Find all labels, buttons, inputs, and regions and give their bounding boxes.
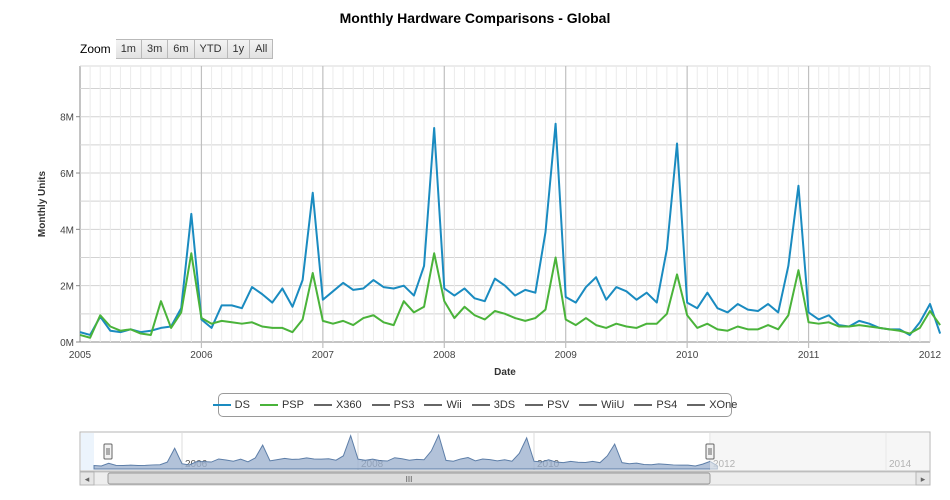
legend-item-wiiu[interactable]: WiiU: [579, 399, 624, 411]
zoom-6m-button[interactable]: 6m: [168, 39, 195, 59]
legend-item-x360[interactable]: X360: [313, 399, 362, 411]
series-line-ds: [79, 122, 942, 336]
legend-label: PSV: [547, 399, 570, 411]
y-tick-label: 2M: [60, 282, 74, 293]
legend-label: XOne: [709, 399, 738, 411]
legend-label: PS4: [656, 399, 678, 411]
legend-label: 3DS: [493, 399, 516, 411]
navigator-left-handle: [103, 443, 113, 460]
legend-label: WiiU: [601, 399, 625, 411]
navigator-mask-left: [81, 433, 94, 470]
chart-title: Monthly Hardware Comparisons - Global: [339, 10, 611, 26]
navigator-tick-label: 2008: [361, 459, 384, 470]
legend-item-psp[interactable]: PSP: [259, 399, 304, 411]
x-tick-label: 2011: [798, 350, 820, 361]
navigator-tick-label: 2010: [537, 459, 560, 470]
x-tick-label: 2008: [433, 350, 456, 361]
x-tick-label: 2006: [190, 350, 213, 361]
legend-swatch: [259, 404, 278, 406]
zoom-1y-button[interactable]: 1y: [227, 39, 251, 59]
legend-swatch: [371, 404, 390, 406]
y-tick-label: 4M: [60, 225, 74, 236]
navigator-area: [93, 433, 718, 470]
line-chart: 0M 2M 4M 6M 8M 2005 2006 2007 2008 2009 2010 2011 20…: [37, 65, 942, 378]
x-tick-label: 2012: [919, 350, 942, 361]
legend-label: DS: [234, 399, 250, 411]
x-tick-label: 2010: [676, 350, 699, 361]
x-tick-label: 2007: [312, 350, 335, 361]
zoom-label: Zoom: [80, 42, 111, 56]
scrollbar-right-arrow-icon: ▸: [921, 474, 926, 484]
legend-swatch: [313, 404, 332, 406]
x-tick-label: 2005: [69, 350, 92, 361]
navigator-tick-label: 2006: [185, 459, 208, 470]
legend-item-3ds[interactable]: 3DS: [471, 399, 516, 411]
scrollbar-track: [79, 471, 931, 486]
zoom-1m-button[interactable]: 1m: [115, 39, 142, 59]
zoom-3m-button[interactable]: 3m: [141, 39, 169, 59]
scrollbar-grip: III: [406, 475, 413, 484]
legend-swatch: [424, 404, 443, 406]
scrollbar-right-button: [915, 471, 931, 486]
x-axis-title: Date: [494, 367, 516, 378]
legend-item-psv[interactable]: PSV: [525, 399, 569, 411]
scrollbar-left-arrow-icon: ◂: [85, 474, 90, 484]
chart-legend: DS PSP X360 PS3 Wii 3DS PSV WiiU PS4 XOne: [212, 393, 737, 417]
scrollbar-left-button: [79, 471, 95, 486]
legend-item-wii[interactable]: Wii: [424, 399, 462, 411]
legend-swatch: [471, 404, 490, 406]
zoom-ytd-button[interactable]: YTD: [194, 39, 228, 59]
navigator-tick-label: 2012: [713, 459, 736, 470]
legend-item-ps3[interactable]: PS3: [371, 399, 415, 411]
legend-swatch: [634, 404, 653, 406]
legend-item-xone[interactable]: XOne: [687, 399, 737, 411]
legend-label: X360: [335, 399, 362, 411]
legend-swatch: [525, 404, 544, 406]
y-tick-label: 0M: [60, 338, 74, 349]
legend-item-ps4[interactable]: PS4: [634, 399, 677, 411]
navigator-frame: [79, 431, 931, 472]
legend-swatch: [579, 404, 598, 406]
legend-label: Wii: [446, 399, 462, 411]
legend-label: PS3: [393, 399, 415, 411]
y-tick-label: 8M: [60, 113, 74, 124]
legend-swatch: [212, 404, 231, 406]
legend-label: PSP: [281, 399, 304, 411]
y-axis-title: Monthly Units: [37, 171, 48, 238]
scrollbar-thumb: [107, 472, 711, 485]
zoom-selector: Zoom 1m 3m 6m YTD 1y All: [80, 39, 274, 59]
x-tick-label: 2009: [555, 350, 578, 361]
zoom-all-button[interactable]: All: [250, 39, 274, 59]
y-tick-label: 6M: [60, 169, 74, 180]
navigator-tick-label: 2014: [889, 459, 912, 470]
legend-item-ds[interactable]: DS: [212, 399, 250, 411]
navigator-mask-right: [710, 433, 929, 470]
navigator-right-handle: [705, 443, 715, 460]
legend-swatch: [687, 404, 706, 406]
series-line-psp: [79, 252, 941, 339]
